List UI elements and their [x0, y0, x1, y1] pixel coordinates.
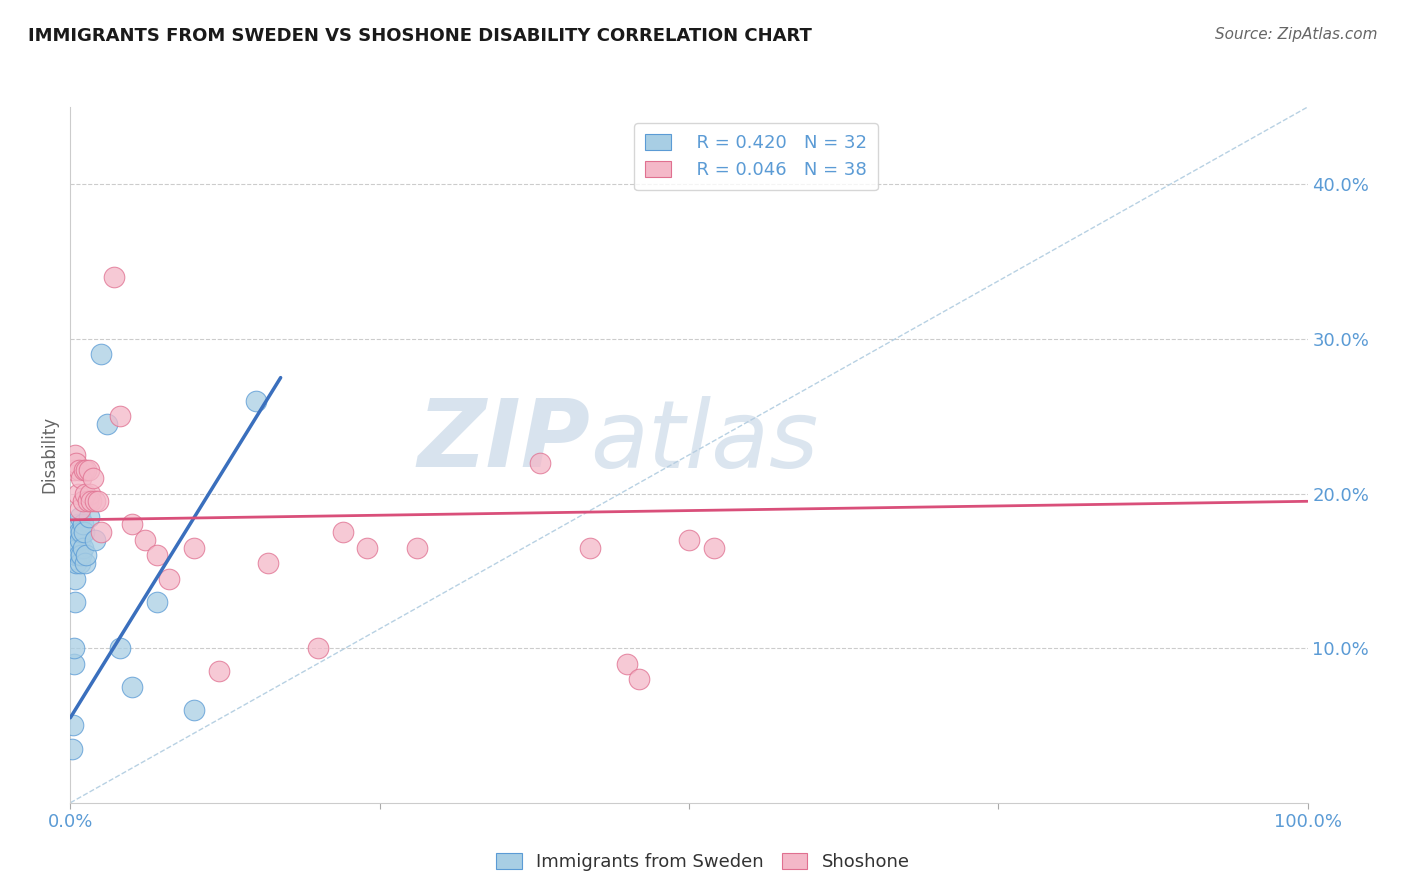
Point — [77, 463, 100, 477]
Point — [96, 417, 118, 431]
Point — [257, 556, 280, 570]
Point — [72, 517, 94, 532]
Point — [69, 509, 91, 524]
Point — [405, 541, 427, 555]
Point — [108, 641, 131, 656]
Point — [67, 463, 90, 477]
Point — [208, 665, 231, 679]
Point — [65, 448, 87, 462]
Text: Source: ZipAtlas.com: Source: ZipAtlas.com — [1215, 27, 1378, 42]
Point — [66, 486, 89, 500]
Point — [72, 494, 94, 508]
Point — [579, 541, 602, 555]
Point — [80, 494, 103, 508]
Point — [183, 541, 205, 555]
Point — [75, 486, 97, 500]
Point — [356, 541, 378, 555]
Point — [73, 463, 96, 477]
Point — [678, 533, 700, 547]
Point — [65, 595, 87, 609]
Point — [63, 657, 86, 671]
Point — [66, 541, 89, 555]
Y-axis label: Disability: Disability — [41, 417, 59, 493]
Point — [79, 486, 101, 500]
Point — [65, 556, 87, 570]
Point — [65, 456, 87, 470]
Point — [82, 471, 104, 485]
Text: IMMIGRANTS FROM SWEDEN VS SHOSHONE DISABILITY CORRELATION CHART: IMMIGRANTS FROM SWEDEN VS SHOSHONE DISAB… — [28, 27, 813, 45]
Point — [103, 270, 125, 285]
Point — [332, 525, 354, 540]
Legend: Immigrants from Sweden, Shoshone: Immigrants from Sweden, Shoshone — [489, 846, 917, 879]
Legend:   R = 0.420   N = 32,   R = 0.046   N = 38: R = 0.420 N = 32, R = 0.046 N = 38 — [634, 123, 877, 190]
Point — [62, 718, 84, 732]
Point — [75, 556, 97, 570]
Point — [90, 525, 112, 540]
Point — [69, 502, 91, 516]
Point — [84, 533, 107, 547]
Point — [65, 549, 87, 563]
Point — [84, 494, 107, 508]
Point — [69, 556, 91, 570]
Point — [307, 641, 329, 656]
Point — [66, 517, 89, 532]
Point — [76, 494, 98, 508]
Point — [77, 509, 100, 524]
Point — [70, 471, 93, 485]
Point — [529, 456, 551, 470]
Point — [183, 703, 205, 717]
Point — [108, 409, 131, 424]
Point — [146, 549, 169, 563]
Point — [67, 549, 90, 563]
Point — [60, 741, 83, 756]
Point — [65, 572, 87, 586]
Point — [72, 541, 94, 555]
Point — [69, 533, 91, 547]
Point — [63, 641, 86, 656]
Point — [86, 494, 108, 508]
Text: ZIP: ZIP — [418, 395, 591, 487]
Point — [70, 525, 93, 540]
Point — [90, 347, 112, 361]
Point — [628, 672, 651, 686]
Point — [63, 463, 86, 477]
Text: atlas: atlas — [591, 395, 818, 486]
Point — [157, 572, 180, 586]
Point — [70, 549, 93, 563]
Point — [616, 657, 638, 671]
Point — [75, 549, 97, 563]
Point — [121, 680, 143, 694]
Point — [73, 525, 96, 540]
Point — [703, 541, 725, 555]
Point — [65, 533, 87, 547]
Point — [121, 517, 143, 532]
Point — [146, 595, 169, 609]
Point — [75, 463, 97, 477]
Point — [245, 393, 267, 408]
Point — [67, 525, 90, 540]
Point — [134, 533, 156, 547]
